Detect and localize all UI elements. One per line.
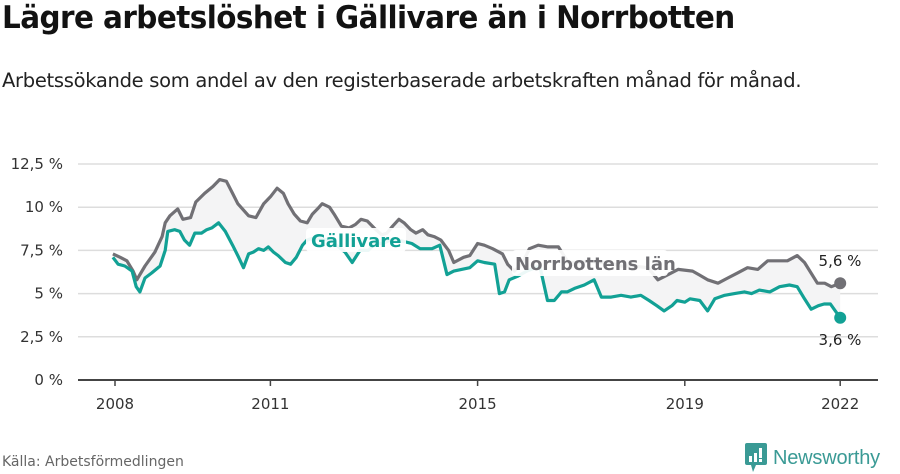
- norrbotten-end-dot: [834, 277, 847, 290]
- svg-text:2008: 2008: [96, 395, 134, 413]
- norrbotten-label: Norrbottens län: [512, 250, 676, 276]
- gallivare-line: [111, 221, 842, 319]
- gallivare-label: Gällivare: [306, 228, 406, 252]
- svg-text:10 %: 10 %: [25, 198, 63, 216]
- svg-text:2022: 2022: [821, 395, 859, 413]
- y-axis-labels: 0 % 2,5 % 5 % 7,5 % 10 % 12,5 %: [11, 155, 63, 389]
- chart-subtitle: Arbetssökande som andel av den registerb…: [2, 69, 802, 92]
- svg-text:2019: 2019: [666, 395, 704, 413]
- source-note: Källa: Arbetsförmedlingen: [2, 454, 184, 470]
- gallivare-end-dot: [834, 311, 847, 324]
- norrbotten-end-value: 5,6 %: [819, 252, 862, 270]
- svg-text:2,5 %: 2,5 %: [20, 328, 63, 346]
- svg-text:2011: 2011: [251, 395, 289, 413]
- chart-title: Lägre arbetslöshet i Gällivare än i Norr…: [2, 0, 735, 36]
- svg-text:7,5 %: 7,5 %: [20, 241, 63, 259]
- svg-text:0 %: 0 %: [34, 371, 63, 389]
- svg-text:Gällivare: Gällivare: [311, 231, 401, 252]
- norrbotten-line: [112, 178, 841, 289]
- svg-text:5 %: 5 %: [34, 285, 63, 303]
- difference-band: [112, 179, 841, 318]
- newsworthy-logo[interactable]: Newsworthy: [745, 443, 880, 473]
- gallivare-end-value: 3,6 %: [819, 331, 862, 349]
- svg-text:2015: 2015: [459, 395, 497, 413]
- svg-text:Norrbottens län: Norrbottens län: [515, 254, 676, 275]
- brand-name: Newsworthy: [773, 446, 880, 469]
- x-axis-ticks: 2008 2011 2015 2019 2022: [96, 380, 859, 413]
- chart-bubble-icon: [745, 443, 767, 472]
- svg-text:12,5 %: 12,5 %: [11, 155, 63, 173]
